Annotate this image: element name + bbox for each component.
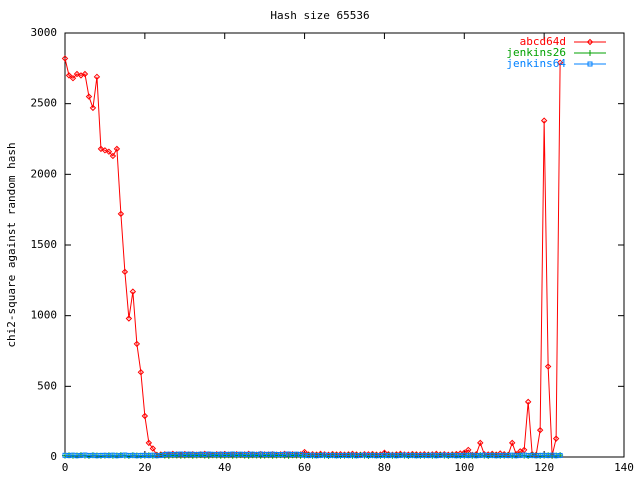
point (520, 446, 528, 454)
point (109, 152, 117, 160)
legend-label: jenkins64 (506, 57, 566, 70)
point (536, 426, 544, 434)
point (65, 72, 73, 79)
point (145, 439, 153, 447)
x-tick-label: 20 (138, 461, 151, 474)
point (113, 145, 121, 153)
point (117, 210, 125, 218)
chart-title: Hash size 65536 (270, 9, 369, 22)
point (73, 70, 81, 78)
point (89, 104, 97, 112)
point (125, 315, 133, 322)
y-tick-label: 2000 (31, 167, 58, 180)
legend-label: jenkins26 (506, 46, 566, 59)
point (552, 435, 560, 442)
point (97, 145, 105, 153)
legend-label: abcd64d (520, 35, 566, 48)
point (69, 75, 77, 82)
y-tick-label: 3000 (31, 26, 58, 39)
y-tick-label: 500 (37, 379, 57, 392)
x-tick-label: 60 (298, 461, 311, 474)
point (105, 148, 113, 155)
point (129, 288, 137, 295)
point (540, 117, 548, 124)
x-tick-label: 140 (614, 461, 634, 474)
y-tick-label: 1500 (31, 238, 58, 251)
point (81, 70, 89, 78)
point (556, 59, 564, 66)
point (61, 55, 69, 62)
point (557, 452, 563, 458)
point (524, 398, 532, 406)
point (141, 412, 149, 420)
point (477, 439, 484, 447)
point (93, 73, 101, 81)
y-axis-label: chi2-square against random hash (5, 142, 18, 347)
y-tick-label: 2500 (31, 97, 58, 110)
x-tick-label: 100 (454, 461, 474, 474)
point (508, 439, 516, 447)
series-line (64, 453, 561, 457)
point (85, 93, 93, 100)
x-tick-label: 0 (62, 461, 69, 474)
x-tick-label: 80 (378, 461, 391, 474)
legend-marker (587, 61, 593, 67)
x-tick-label: 40 (218, 461, 231, 474)
y-tick-label: 0 (50, 450, 57, 463)
point (137, 368, 145, 376)
point (133, 340, 141, 348)
legend-marker (587, 50, 593, 56)
point (544, 363, 552, 370)
x-tick-label: 120 (534, 461, 554, 474)
point (101, 147, 109, 154)
point (149, 445, 157, 452)
legend-marker (586, 38, 594, 46)
y-tick-label: 1000 (31, 309, 58, 322)
point (121, 268, 129, 276)
